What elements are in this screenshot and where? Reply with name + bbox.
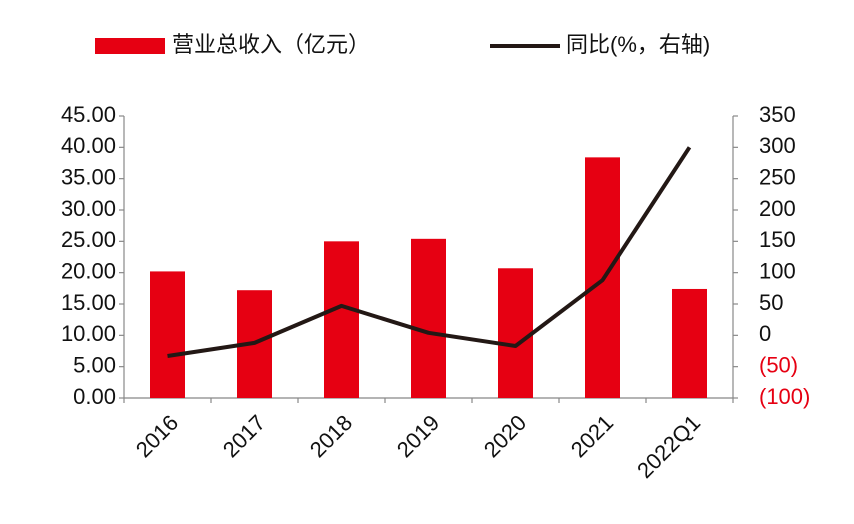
line [167,146,692,358]
y-tick-label: 40.00 [61,133,116,158]
x-tick-label: 2020 [479,410,531,462]
legend-label: 营业总收入（亿元） [172,32,370,57]
y-tick-label: 25.00 [61,227,116,252]
y2-tick-label: 0 [759,321,771,346]
legend-swatch [95,38,165,54]
y-tick-label: 20.00 [61,258,116,283]
x-tick-label: 2019 [392,410,444,462]
y-tick-label: 30.00 [61,196,116,221]
y-tick-label: 35.00 [61,164,116,189]
y2-tick-label: 350 [759,102,796,127]
x-tick-label: 2022Q1 [632,410,705,483]
y-tick-label: 15.00 [61,290,116,315]
bar [672,288,707,398]
bar [150,271,185,398]
y2-tick-label: 50 [759,290,783,315]
y2-tick-label: (50) [759,352,798,377]
y2-tick-label: 200 [759,196,796,221]
x-tick-label: 2021 [566,410,618,462]
legend-label: 同比(%，右轴) [566,32,710,57]
x-tick-label: 2018 [305,410,357,462]
x-tick-label: 2016 [131,410,183,462]
y2-tick-label: (100) [759,384,810,409]
y-tick-label: 10.00 [61,321,116,346]
bar [324,241,359,398]
bar [498,268,533,398]
x-tick-label: 2017 [218,410,270,462]
bar [411,238,446,398]
y-tick-label: 45.00 [61,102,116,127]
y2-tick-label: 300 [759,133,796,158]
y-tick-label: 5.00 [73,352,116,377]
y2-tick-label: 100 [759,258,796,283]
y-tick-label: 0.00 [73,384,116,409]
y2-tick-label: 150 [759,227,796,252]
y2-tick-label: 250 [759,164,796,189]
